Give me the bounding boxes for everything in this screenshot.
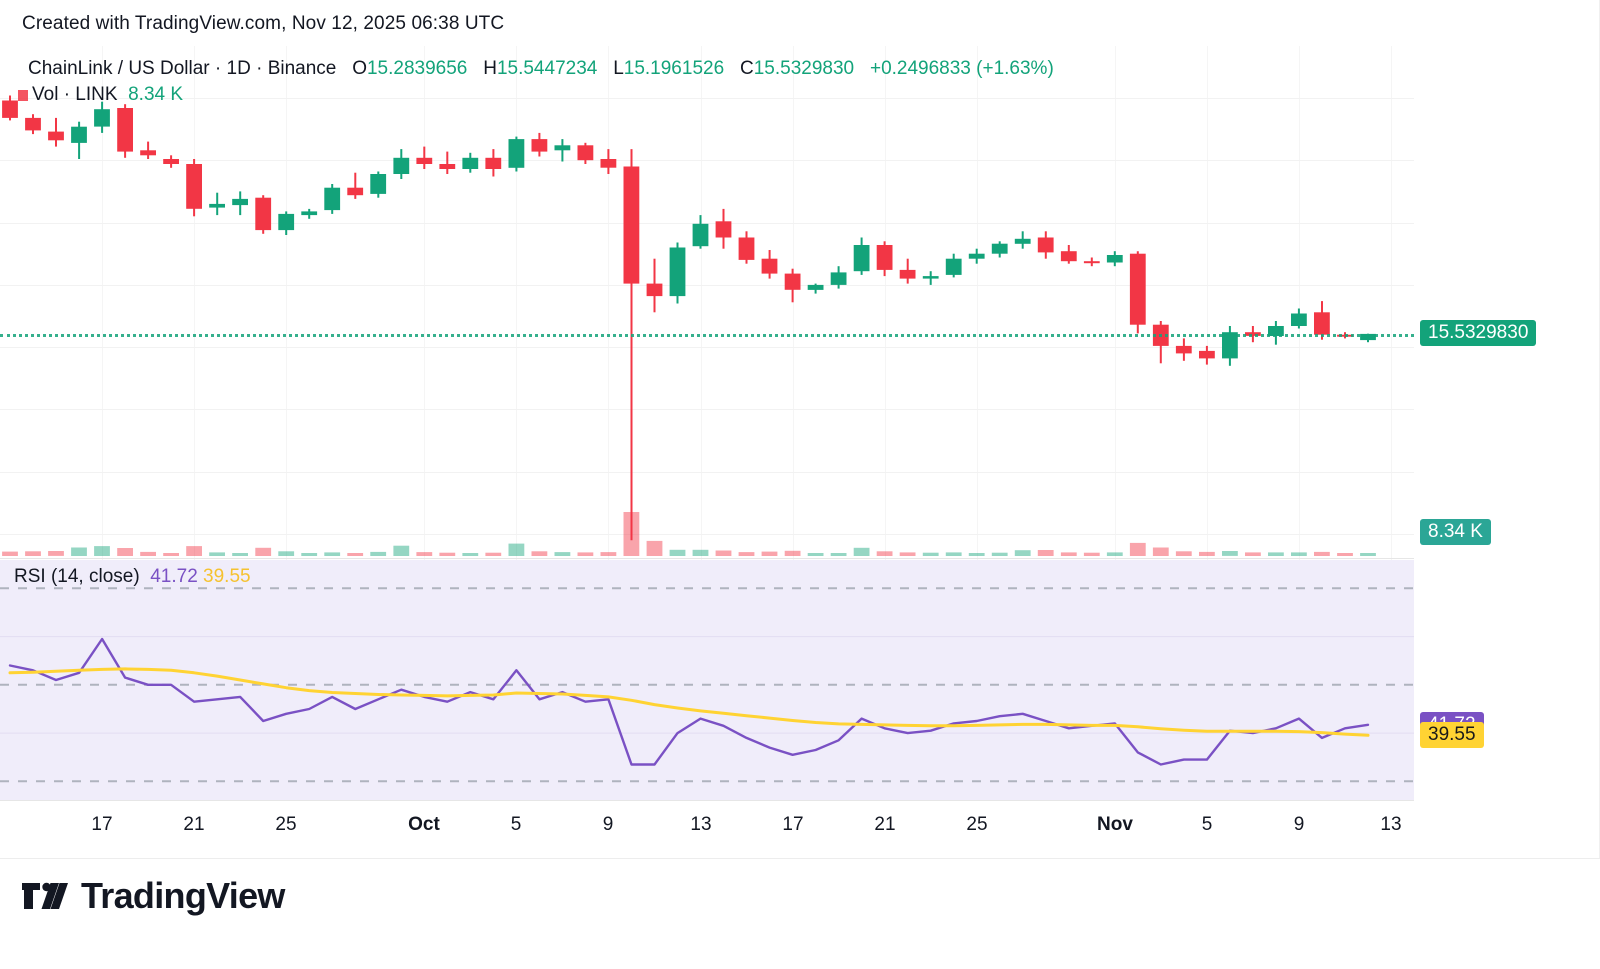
- legend-low-label: L: [613, 58, 624, 79]
- last-price-line: [0, 334, 1414, 337]
- time-axis[interactable]: 17 21 25 Oct 5 9 13 17 21 25 Nov 5 9 13: [0, 800, 1414, 858]
- time-axis-tick: Nov: [1097, 814, 1133, 835]
- legend-symbol: ChainLink / US Dollar · 1D · Binance: [28, 58, 337, 79]
- chart-legend: ChainLink / US Dollar · 1D · Binance O15…: [28, 58, 1054, 80]
- rsi-bottom-separator: [0, 800, 1414, 801]
- rsi-ma-legend-value: 39.55: [203, 566, 251, 587]
- last-price-badge: 15.5329830: [1420, 319, 1537, 346]
- legend-high-label: H: [483, 58, 497, 79]
- candlestick-series: [2, 95, 1376, 541]
- tradingview-wordmark: TradingView: [81, 875, 285, 916]
- price-axis[interactable]: 25.000000022.500000020.000000017.5000000…: [1414, 46, 1600, 800]
- time-axis-tick: 13: [690, 814, 712, 835]
- tradingview-branding: TradingView: [22, 875, 285, 917]
- volume-legend: Vol · LINK 8.34 K: [18, 84, 183, 106]
- time-axis-tick: 17: [782, 814, 804, 835]
- time-axis-tick: 21: [183, 814, 205, 835]
- time-axis-tick: 5: [510, 814, 522, 835]
- volume-legend-label: Vol · LINK: [32, 84, 118, 105]
- time-axis-tick: 25: [966, 814, 988, 835]
- time-axis-tick: 9: [602, 814, 614, 835]
- rsi-legend: RSI (14, close) 41.72 39.55: [14, 566, 251, 588]
- legend-close-label: C: [740, 58, 754, 79]
- legend-open-value: 15.2839656: [366, 58, 468, 79]
- rsi-panel: [0, 560, 1414, 800]
- time-axis-tick: 17: [91, 814, 113, 835]
- time-axis-tick: 21: [874, 814, 896, 835]
- legend-high-value: 15.5447234: [496, 58, 598, 79]
- legend-low-value: 15.1961526: [623, 58, 725, 79]
- panel-separator: [0, 558, 1414, 559]
- volume-panel: [0, 500, 1414, 558]
- legend-close-value: 15.5329830: [753, 58, 855, 79]
- price-panel: [0, 46, 1414, 554]
- legend-open-label: O: [352, 58, 367, 79]
- legend-change: +0.2496833 (+1.63%): [869, 58, 1054, 79]
- tradingview-logo-icon: [22, 882, 68, 909]
- rsi-series: [0, 587, 1414, 783]
- time-axis-tick: 9: [1293, 814, 1305, 835]
- rsi-legend-value: 41.72: [150, 566, 198, 587]
- volume-series: [2, 512, 1376, 556]
- rsi-ma-value-badge: 39.55: [1420, 722, 1484, 749]
- time-axis-tick: Oct: [408, 814, 440, 835]
- footer-divider: [0, 858, 1600, 859]
- rsi-legend-title: RSI (14, close): [14, 566, 140, 587]
- volume-swatch-icon: [18, 90, 28, 101]
- volume-badge: 8.34 K: [1420, 519, 1491, 545]
- time-axis-tick: 5: [1201, 814, 1213, 835]
- time-axis-tick: 25: [275, 814, 297, 835]
- created-with-caption: Created with TradingView.com, Nov 12, 20…: [22, 13, 505, 34]
- time-axis-tick: 13: [1380, 814, 1402, 835]
- volume-legend-value: 8.34 K: [128, 84, 184, 105]
